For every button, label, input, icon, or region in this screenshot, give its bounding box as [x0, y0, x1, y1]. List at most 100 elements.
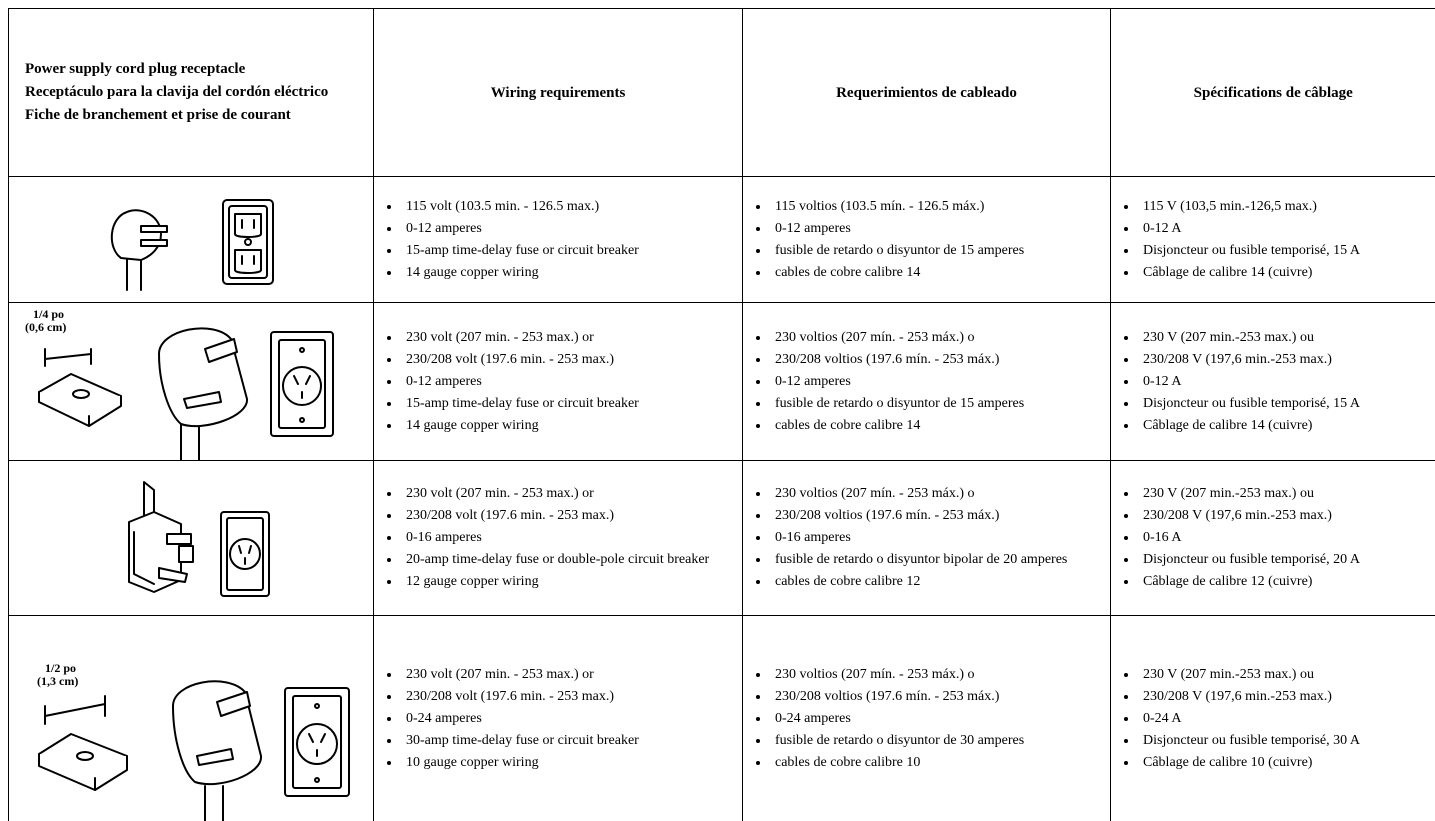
cell: 115 V (103,5 min.-126,5 max.)0-12 ADisjo… — [1111, 177, 1435, 303]
plug-illustration: 1/2 po (1,3 cm) — [9, 616, 374, 821]
requirement-item: 230 volt (207 min. - 253 max.) or — [387, 327, 742, 349]
header-cell: Wiring requirements — [374, 9, 743, 177]
requirement-item: 115 voltios (103.5 mín. - 126.5 máx.) — [756, 196, 1110, 218]
requirement-item: 12 gauge copper wiring — [387, 571, 742, 593]
list: 230 volt (207 min. - 253 max.) or230/208… — [374, 483, 742, 593]
row: 1/4 po (0,6 cm) 230 volt (207 min. - 253… — [9, 303, 1435, 461]
requirement-item: 0-24 amperes — [387, 708, 742, 730]
requirement-item: Câblage de calibre 10 (cuivre) — [1124, 752, 1435, 774]
cell: 230 volt (207 min. - 253 max.) or230/208… — [374, 303, 743, 461]
row: 115 volt (103.5 min. - 126.5 max.)0-12 a… — [9, 177, 1435, 303]
cell: 230 volt (207 min. - 253 max.) or230/208… — [374, 616, 743, 821]
requirement-item: 0-12 amperes — [756, 218, 1110, 240]
requirement-item: Disjoncteur ou fusible temporisé, 15 A — [1124, 393, 1435, 415]
requirement-item: 230 voltios (207 mín. - 253 máx.) o — [756, 327, 1110, 349]
cell: 230 voltios (207 mín. - 253 máx.) o230/2… — [743, 616, 1111, 821]
list: 230 V (207 min.-253 max.) ou230/208 V (1… — [1111, 664, 1435, 774]
cell: 230 voltios (207 mín. - 253 máx.) o230/2… — [743, 461, 1111, 616]
requirement-item: fusible de retardo o disyuntor de 15 amp… — [756, 240, 1110, 262]
requirement-item: cables de cobre calibre 14 — [756, 415, 1110, 437]
requirement-item: 230/208 voltios (197.6 mín. - 253 máx.) — [756, 686, 1110, 708]
list: 230 voltios (207 mín. - 253 máx.) o230/2… — [743, 327, 1110, 437]
requirement-item: 230 voltios (207 mín. - 253 máx.) o — [756, 483, 1110, 505]
requirement-item: Câblage de calibre 14 (cuivre) — [1124, 262, 1435, 284]
requirement-item: 0-12 amperes — [387, 218, 742, 240]
requirement-item: 15-amp time-delay fuse or circuit breake… — [387, 240, 742, 262]
header-cell: Power supply cord plug receptacle Recept… — [9, 9, 374, 177]
list: 115 volt (103.5 min. - 126.5 max.)0-12 a… — [374, 196, 742, 284]
requirement-item: fusible de retardo o disyuntor de 15 amp… — [756, 393, 1110, 415]
requirement-item: 230 volt (207 min. - 253 max.) or — [387, 483, 742, 505]
requirement-item: 230/208 V (197,6 min.-253 max.) — [1124, 349, 1435, 371]
list: 230 V (207 min.-253 max.) ou230/208 V (1… — [1111, 483, 1435, 593]
dimension-label: (1,3 cm) — [37, 674, 78, 688]
requirement-item: 15-amp time-delay fuse or circuit breake… — [387, 393, 742, 415]
requirement-item: 0-24 amperes — [756, 708, 1110, 730]
requirement-item: cables de cobre calibre 14 — [756, 262, 1110, 284]
plug-illustration — [9, 178, 374, 302]
plug-illustration: 1/4 po (0,6 cm) — [9, 304, 374, 460]
header-row: Power supply cord plug receptacle Recept… — [9, 9, 1435, 177]
dimension-label: 1/2 po — [45, 661, 76, 675]
header-text: Fiche de branchement et prise de courant — [25, 106, 373, 125]
requirement-item: 14 gauge copper wiring — [387, 262, 742, 284]
requirement-item: 10 gauge copper wiring — [387, 752, 742, 774]
image-cell: 1/4 po (0,6 cm) — [9, 303, 374, 461]
list: 230 volt (207 min. - 253 max.) or230/208… — [374, 664, 742, 774]
header-cell: Spécifications de câblage — [1111, 9, 1435, 177]
requirement-item: 115 V (103,5 min.-126,5 max.) — [1124, 196, 1435, 218]
requirement-item: 0-12 amperes — [387, 371, 742, 393]
requirement-item: fusible de retardo o disyuntor de 30 amp… — [756, 730, 1110, 752]
row: 1/2 po (1,3 cm) 230 volt (207 min. - 253… — [9, 616, 1435, 821]
requirement-item: 20-amp time-delay fuse or double-pole ci… — [387, 549, 742, 571]
requirement-item: 230/208 voltios (197.6 mín. - 253 máx.) — [756, 349, 1110, 371]
requirement-item: 115 volt (103.5 min. - 126.5 max.) — [387, 196, 742, 218]
cell: 230 V (207 min.-253 max.) ou230/208 V (1… — [1111, 303, 1435, 461]
requirement-item: 0-12 A — [1124, 371, 1435, 393]
requirement-item: 230/208 V (197,6 min.-253 max.) — [1124, 686, 1435, 708]
requirement-item: Disjoncteur ou fusible temporisé, 30 A — [1124, 730, 1435, 752]
requirement-item: 230 V (207 min.-253 max.) ou — [1124, 483, 1435, 505]
requirement-item: 14 gauge copper wiring — [387, 415, 742, 437]
requirement-item: Câblage de calibre 14 (cuivre) — [1124, 415, 1435, 437]
requirement-item: 230/208 V (197,6 min.-253 max.) — [1124, 505, 1435, 527]
requirement-item: 230 voltios (207 mín. - 253 máx.) o — [756, 664, 1110, 686]
requirement-item: 0-12 A — [1124, 218, 1435, 240]
requirement-item: 0-12 amperes — [756, 371, 1110, 393]
requirement-item: Câblage de calibre 12 (cuivre) — [1124, 571, 1435, 593]
cell: 115 voltios (103.5 mín. - 126.5 máx.)0-1… — [743, 177, 1111, 303]
list: 115 V (103,5 min.-126,5 max.)0-12 ADisjo… — [1111, 196, 1435, 284]
header-text: Power supply cord plug receptacle — [25, 60, 373, 79]
plug-illustration — [9, 462, 374, 615]
requirement-item: 230 volt (207 min. - 253 max.) or — [387, 664, 742, 686]
cell: 230 voltios (207 mín. - 253 máx.) o230/2… — [743, 303, 1111, 461]
list: 115 voltios (103.5 mín. - 126.5 máx.)0-1… — [743, 196, 1110, 284]
cell: 230 volt (207 min. - 253 max.) or230/208… — [374, 461, 743, 616]
requirement-item: 0-16 amperes — [756, 527, 1110, 549]
requirement-item: 230 V (207 min.-253 max.) ou — [1124, 664, 1435, 686]
requirement-item: Disjoncteur ou fusible temporisé, 20 A — [1124, 549, 1435, 571]
list: 230 voltios (207 mín. - 253 máx.) o230/2… — [743, 664, 1110, 774]
requirement-item: 0-24 A — [1124, 708, 1435, 730]
dimension-label: (0,6 cm) — [25, 320, 66, 334]
list: 230 voltios (207 mín. - 253 máx.) o230/2… — [743, 483, 1110, 593]
requirement-item: 30-amp time-delay fuse or circuit breake… — [387, 730, 742, 752]
requirement-item: 0-16 A — [1124, 527, 1435, 549]
list: 230 volt (207 min. - 253 max.) or230/208… — [374, 327, 742, 437]
header-cell: Requerimientos de cableado — [743, 9, 1111, 177]
requirement-item: cables de cobre calibre 12 — [756, 571, 1110, 593]
image-cell: 1/2 po (1,3 cm) — [9, 616, 374, 821]
wiring-table: Power supply cord plug receptacle Recept… — [8, 8, 1435, 821]
requirement-item: 0-16 amperes — [387, 527, 742, 549]
requirement-item: fusible de retardo o disyuntor bipolar d… — [756, 549, 1110, 571]
requirement-item: Disjoncteur ou fusible temporisé, 15 A — [1124, 240, 1435, 262]
list: 230 V (207 min.-253 max.) ou230/208 V (1… — [1111, 327, 1435, 437]
image-cell — [9, 177, 374, 303]
cell: 115 volt (103.5 min. - 126.5 max.)0-12 a… — [374, 177, 743, 303]
cell: 230 V (207 min.-253 max.) ou230/208 V (1… — [1111, 616, 1435, 821]
requirement-item: 230 V (207 min.-253 max.) ou — [1124, 327, 1435, 349]
requirement-item: 230/208 volt (197.6 min. - 253 max.) — [387, 505, 742, 527]
requirement-item: 230/208 voltios (197.6 mín. - 253 máx.) — [756, 505, 1110, 527]
header-text: Receptáculo para la clavija del cordón e… — [25, 83, 373, 102]
